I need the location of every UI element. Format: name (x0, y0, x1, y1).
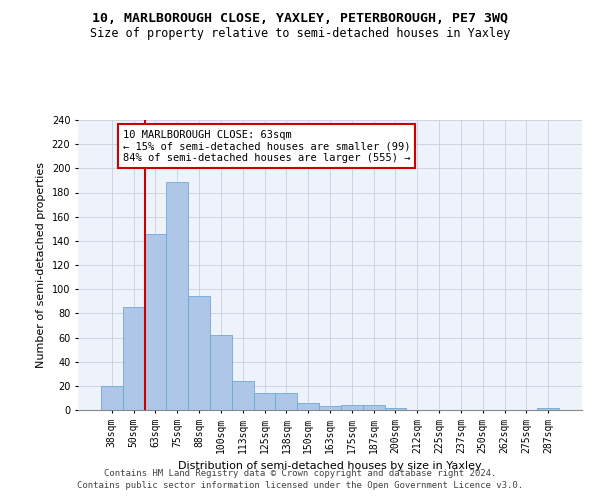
X-axis label: Distribution of semi-detached houses by size in Yaxley: Distribution of semi-detached houses by … (178, 461, 482, 471)
Bar (254, 393, 275, 410)
Text: Size of property relative to semi-detached houses in Yaxley: Size of property relative to semi-detach… (90, 28, 510, 40)
Y-axis label: Number of semi-detached properties: Number of semi-detached properties (36, 162, 46, 368)
Bar (537, 408, 559, 410)
Bar (188, 296, 210, 410)
Bar (341, 405, 363, 410)
Text: 10, MARLBOROUGH CLOSE, YAXLEY, PETERBOROUGH, PE7 3WQ: 10, MARLBOROUGH CLOSE, YAXLEY, PETERBORO… (92, 12, 508, 26)
Bar (363, 405, 385, 410)
Bar (210, 335, 232, 410)
Text: 10 MARLBOROUGH CLOSE: 63sqm
← 15% of semi-detached houses are smaller (99)
84% o: 10 MARLBOROUGH CLOSE: 63sqm ← 15% of sem… (123, 130, 410, 163)
Bar (145, 234, 166, 410)
Bar (166, 182, 188, 410)
Bar (275, 393, 297, 410)
Bar (101, 386, 123, 410)
Bar (123, 308, 145, 410)
Bar (385, 408, 406, 410)
Bar (297, 403, 319, 410)
Text: Contains HM Land Registry data © Crown copyright and database right 2024.
Contai: Contains HM Land Registry data © Crown c… (77, 468, 523, 490)
Bar (232, 381, 254, 410)
Bar (319, 406, 341, 410)
